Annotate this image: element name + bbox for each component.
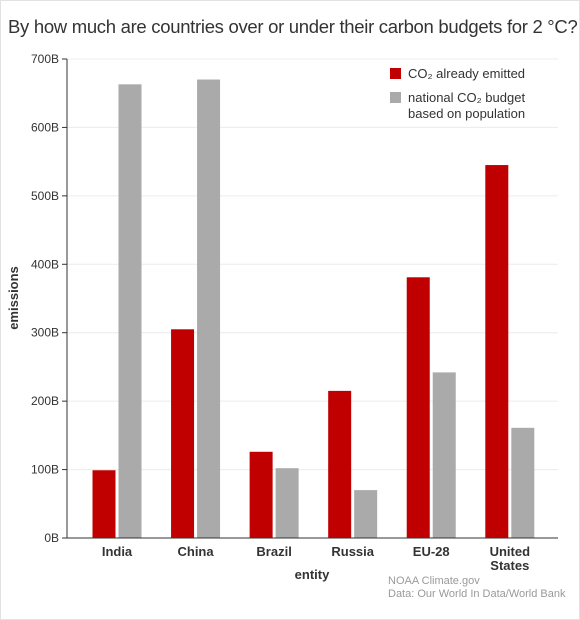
bar-co2-budget [511, 427, 535, 538]
y-tick-label: 100B [31, 463, 59, 477]
bar-co2-budget [118, 84, 142, 538]
bar-co2-budget [354, 490, 378, 538]
y-tick-label: 0B [44, 531, 59, 545]
x-tick-label: United States [490, 544, 531, 573]
y-tick-label: 600B [31, 120, 59, 134]
y-tick-label: 700B [31, 52, 59, 66]
bar-co2-emitted [249, 451, 273, 538]
x-tick-label: EU-28 [413, 544, 450, 559]
x-tick-labels: India China Brazil Russia EU-28 United States [102, 544, 530, 573]
y-tick-label: 300B [31, 326, 59, 340]
legend-label-emitted: CO₂ already emitted [408, 66, 525, 81]
x-tick-label: Russia [331, 544, 374, 559]
source-credit: NOAA Climate.gov [388, 575, 480, 587]
bar-co2-budget [275, 468, 299, 538]
gridlines [67, 58, 558, 471]
y-tick-label: 200B [31, 394, 59, 408]
chart-title: By how much are countries over or under … [8, 16, 578, 37]
bar-co2-emitted [406, 277, 430, 538]
x-tick-label: Brazil [256, 544, 291, 559]
y-tick-labels: 0B 100B 200B 300B 400B 500B 600B 700B [31, 52, 67, 545]
legend-swatch-budget [390, 92, 401, 103]
y-axis-label: emissions [6, 266, 21, 330]
bars [92, 79, 535, 539]
y-tick-label: 400B [31, 257, 59, 271]
axes [66, 59, 558, 539]
y-tick-label: 500B [31, 189, 59, 203]
bar-co2-emitted [171, 329, 195, 538]
legend-swatch-emitted [390, 68, 401, 79]
source-data: Data: Our World In Data/World Bank [388, 588, 566, 600]
bar-co2-budget [197, 79, 221, 539]
bar-co2-emitted [485, 165, 509, 539]
x-axis-label: entity [295, 567, 330, 582]
legend: CO₂ already emitted national CO₂ budget ba… [390, 66, 525, 121]
bar-co2-budget [432, 372, 456, 538]
bar-co2-emitted [92, 470, 116, 538]
x-tick-label: India [102, 544, 133, 559]
legend-label-budget: national CO₂ budget based on population [408, 90, 525, 121]
bar-co2-emitted [328, 390, 352, 538]
x-tick-label: China [177, 544, 214, 559]
